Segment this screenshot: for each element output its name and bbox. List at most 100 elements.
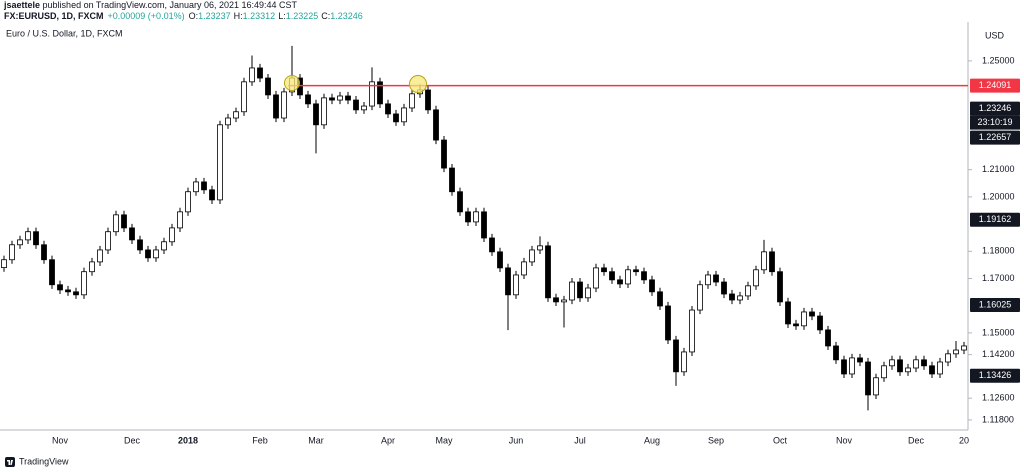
candle-body (609, 271, 615, 281)
price-marker-box (970, 298, 1020, 313)
x-tick-label: Sep (708, 435, 724, 445)
ohlc-value: 1.23312 (243, 11, 276, 21)
candle-body (593, 267, 599, 289)
candle-body (785, 301, 791, 325)
candle-body (209, 189, 215, 201)
candle-body (81, 271, 87, 296)
candle-body (857, 357, 863, 363)
ohlc-value: 1.23237 (198, 11, 231, 21)
candle-body (1, 259, 7, 269)
candle-body (873, 377, 879, 396)
candle-body (217, 124, 223, 201)
y-tick-label: 1.15000 (982, 327, 1015, 337)
candle-body (689, 309, 695, 353)
candle-body (233, 111, 239, 119)
candle-body (305, 94, 311, 105)
candle-body (361, 105, 367, 111)
y-tick-label: 1.25000 (982, 55, 1015, 65)
candle-body (505, 267, 511, 296)
candles (1, 45, 967, 411)
candle-body (585, 287, 591, 299)
candle-body (457, 191, 463, 213)
candle-body (937, 361, 943, 375)
candle-body (617, 279, 623, 285)
x-tick-label: Oct (773, 435, 788, 445)
x-tick-label: Dec (124, 435, 141, 445)
candle-body (321, 97, 327, 126)
candle-body (817, 315, 823, 331)
candle-body (401, 107, 407, 123)
y-tick-label: 1.17000 (982, 273, 1015, 283)
candle-body (97, 249, 103, 263)
candle-body (801, 311, 807, 327)
price-marker-box (970, 130, 1020, 145)
candle-body (713, 274, 719, 283)
candle-body (273, 94, 279, 119)
candle-body (57, 284, 63, 291)
candle-body (865, 361, 871, 396)
candle-body (513, 274, 519, 296)
candle-body (9, 244, 15, 261)
candle-body (409, 93, 415, 109)
candle-body (41, 244, 47, 261)
x-tick-label: Mar (308, 435, 324, 445)
candle-body (161, 241, 167, 251)
y-tick-label: 1.21000 (982, 164, 1015, 174)
candle-body (105, 231, 111, 251)
change: +0.00009 (+0.01%) (108, 11, 185, 21)
x-tick-label: Feb (252, 435, 268, 445)
candle-body (257, 67, 263, 79)
ohlc-value: 1.23225 (286, 11, 319, 21)
symbol: FX:EURUSD, 1D, FXCM (4, 11, 104, 21)
ohlc-value: 1.23246 (330, 11, 363, 21)
candle-body (385, 103, 391, 115)
candle-body (721, 281, 727, 295)
candle-body (737, 295, 743, 301)
footer-brand: TradingView (19, 456, 69, 466)
candle-body (745, 285, 751, 297)
hline-label-box (970, 78, 1020, 93)
candle-body (369, 81, 375, 107)
candle-body (481, 211, 487, 239)
candle-body (953, 349, 959, 355)
candle-body (641, 271, 647, 281)
candle-body (665, 305, 671, 341)
chart-title: Euro / U.S. Dollar, 1D, FXCM (6, 28, 123, 38)
x-tick-label: Aug (644, 435, 660, 445)
y-tick-label: 1.20000 (982, 191, 1015, 201)
publish-line: jsaettele published on TradingView.com, … (3, 0, 298, 10)
candle-body (201, 181, 207, 191)
candle-body (697, 284, 703, 311)
candle-body (465, 211, 471, 223)
candle-body (673, 339, 679, 373)
candle-body (121, 214, 127, 229)
countdown-box (970, 115, 1020, 130)
footer-logo: TradingView (5, 456, 69, 467)
candle-body (153, 249, 159, 259)
candle-body (625, 269, 631, 285)
x-tick-label: Nov (52, 435, 69, 445)
price-marker-label: 1.19162 (979, 214, 1012, 224)
currency-label[interactable]: USD (985, 30, 1005, 40)
candle-body (793, 323, 799, 327)
candle-body (897, 359, 903, 373)
price-marker-box (970, 101, 1020, 116)
candle-body (849, 357, 855, 375)
candle-body (241, 81, 247, 113)
candle-body (649, 279, 655, 293)
candle-body (73, 291, 79, 296)
candle-body (473, 211, 479, 223)
candle-body (169, 227, 175, 243)
candle-body (833, 345, 839, 361)
candle-body (433, 109, 439, 141)
candle-body (729, 293, 735, 301)
candle-body (65, 289, 71, 293)
candle-body (825, 329, 831, 347)
candle-body (537, 245, 543, 251)
candle-body (553, 297, 559, 303)
candle-body (225, 117, 231, 126)
price-marker-box (970, 212, 1020, 227)
candle-body (185, 191, 191, 213)
candle-body (769, 251, 775, 273)
